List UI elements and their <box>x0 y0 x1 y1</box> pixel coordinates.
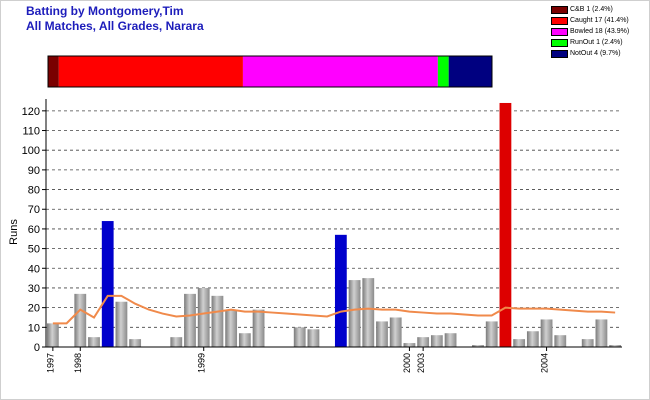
legend-item: C&B 1 (2.4%) <box>551 4 647 15</box>
y-tick-label: 100 <box>22 145 40 157</box>
innings-bar <box>376 321 388 347</box>
innings-bar <box>403 343 416 347</box>
innings-bar <box>526 331 539 347</box>
x-tick-label: 2003 <box>416 353 426 373</box>
innings-bar <box>595 319 608 347</box>
chart-subtitle: All Matches, All Grades, Narara <box>26 19 204 33</box>
legend-label: Caught 17 (41.4%) <box>570 17 629 24</box>
y-tick-label: 10 <box>28 322 40 334</box>
dismissal-bar-outline <box>47 55 493 88</box>
legend-swatch <box>551 50 568 58</box>
chart-title: Batting by Montgomery,Tim <box>26 4 184 18</box>
dismissal-segment <box>448 56 492 87</box>
legend-label: C&B 1 (2.4%) <box>570 6 613 13</box>
innings-bar <box>485 321 498 347</box>
innings-bar <box>472 345 484 347</box>
dismissal-segment <box>437 56 449 87</box>
innings-bar <box>74 293 87 347</box>
innings-bar <box>101 221 114 347</box>
x-tick-label: 1999 <box>196 353 206 373</box>
y-tick-label: 120 <box>22 106 40 118</box>
y-tick-label: 80 <box>28 185 40 197</box>
innings-bar <box>581 339 594 347</box>
x-tick-label: 2000 <box>402 353 412 373</box>
innings-bar <box>211 295 224 347</box>
legend-item: Bowled 18 (43.9%) <box>551 26 647 37</box>
innings-bar <box>88 337 100 347</box>
y-tick-label: 70 <box>28 204 40 216</box>
innings-bar <box>252 309 265 347</box>
legend-swatch <box>551 17 568 25</box>
innings-bar <box>417 337 430 347</box>
x-tick-label: 2004 <box>539 353 549 373</box>
innings-bar <box>609 345 622 347</box>
y-tick-label: 90 <box>28 165 40 177</box>
y-tick-label: 0 <box>34 342 40 354</box>
innings-bar <box>46 323 59 347</box>
dismissal-segment <box>242 56 438 87</box>
legend-swatch <box>551 28 568 36</box>
x-tick-label: 1997 <box>46 353 56 373</box>
legend-label: NotOut 4 (9.7%) <box>570 50 621 57</box>
dismissal-segment <box>48 56 59 87</box>
innings-bar <box>554 335 567 347</box>
innings-bar <box>184 293 196 347</box>
innings-bar <box>444 333 457 347</box>
y-tick-label: 30 <box>28 283 40 295</box>
legend-item: NotOut 4 (9.7%) <box>551 48 647 59</box>
innings-bar <box>389 317 402 347</box>
legend-swatch <box>551 39 568 47</box>
legend: C&B 1 (2.4%) Caught 17 (41.4%) Bowled 18 (… <box>551 4 647 59</box>
y-tick-label: 50 <box>28 244 40 256</box>
dismissal-segment <box>58 56 243 87</box>
legend-label: Bowled 18 (43.9%) <box>570 28 630 35</box>
y-axis-label: Runs <box>8 219 20 245</box>
y-tick-label: 60 <box>28 224 40 236</box>
innings-bar <box>129 339 142 347</box>
innings-bar <box>238 333 251 347</box>
innings-bar <box>513 339 526 347</box>
innings-bar <box>430 335 443 347</box>
innings-bar <box>307 329 320 347</box>
y-tick-label: 40 <box>28 263 40 275</box>
legend-item: Caught 17 (41.4%) <box>551 15 647 26</box>
legend-label: RunOut 1 (2.4%) <box>570 39 623 46</box>
innings-bar <box>348 280 361 347</box>
innings-bar <box>362 278 375 347</box>
innings-bar <box>540 319 553 347</box>
x-tick-label: 1998 <box>73 353 83 373</box>
legend-item: RunOut 1 (2.4%) <box>551 37 647 48</box>
innings-bar <box>170 337 183 347</box>
innings-bar <box>499 102 512 347</box>
y-tick-label: 20 <box>28 303 40 315</box>
y-tick-label: 110 <box>22 126 40 138</box>
innings-bar <box>334 234 347 347</box>
innings-bar <box>197 287 210 347</box>
legend-swatch <box>551 6 568 14</box>
innings-bar <box>293 327 306 347</box>
innings-bar <box>115 301 128 347</box>
average-line <box>52 294 616 325</box>
innings-bar <box>225 309 238 347</box>
